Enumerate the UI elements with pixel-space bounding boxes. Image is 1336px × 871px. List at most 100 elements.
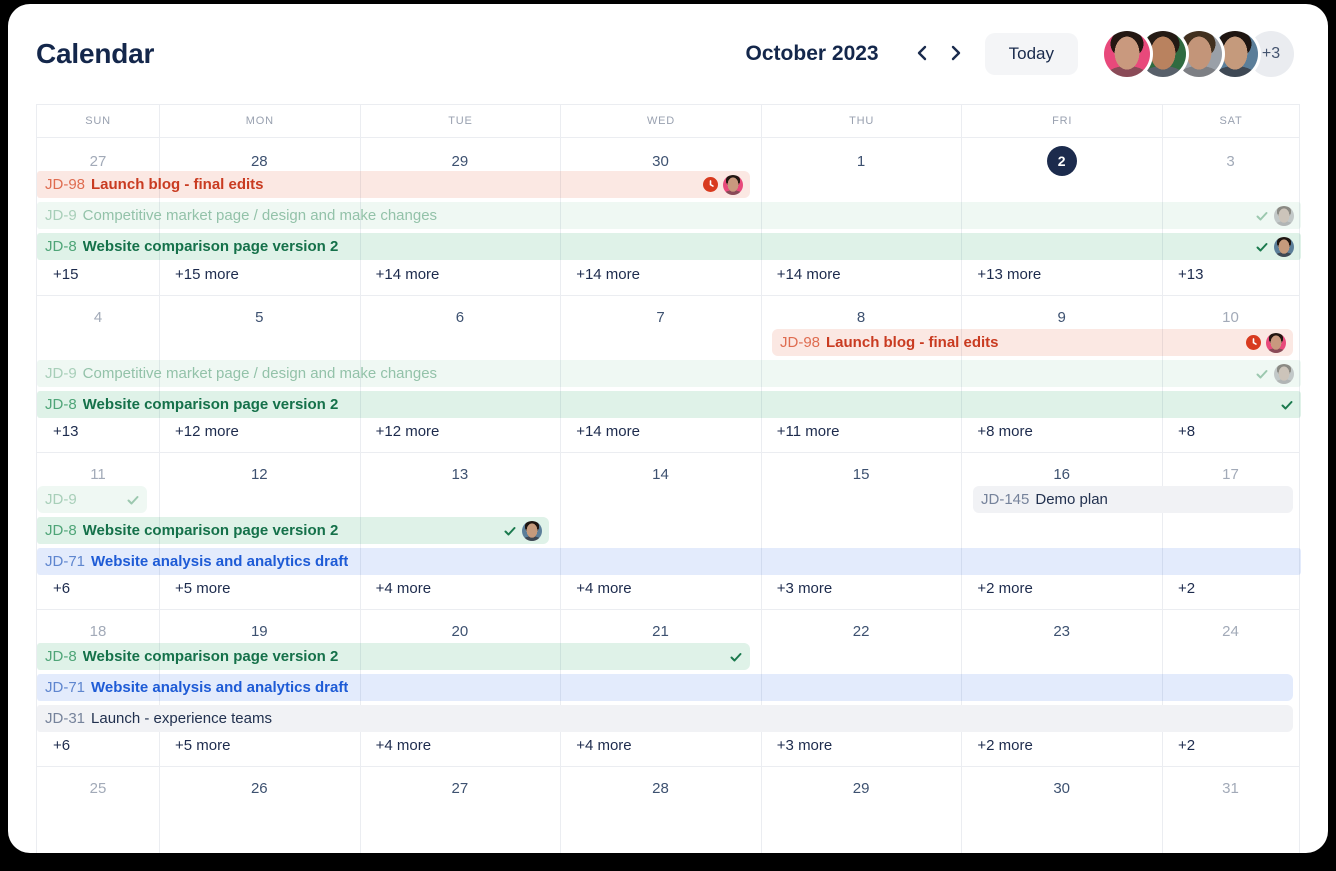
more-link[interactable]: +2 more: [977, 580, 1033, 597]
more-link[interactable]: +6: [53, 737, 71, 754]
day-cell[interactable]: [961, 138, 1162, 295]
date-cell[interactable]: 15: [761, 453, 962, 487]
date-cell[interactable]: 28: [560, 767, 761, 801]
date-cell[interactable]: 12: [159, 453, 360, 487]
date-cell[interactable]: 3: [1162, 138, 1299, 176]
day-cell[interactable]: [560, 138, 761, 295]
date-cell[interactable]: 23: [961, 610, 1162, 644]
more-link[interactable]: +2: [1178, 580, 1196, 597]
day-cell[interactable]: [760, 138, 962, 295]
more-link[interactable]: +4 more: [375, 580, 432, 597]
date-cell[interactable]: 18: [37, 610, 159, 644]
day-cell[interactable]: [1162, 138, 1299, 295]
more-link[interactable]: +14 more: [576, 423, 640, 440]
more-link[interactable]: +2 more: [977, 737, 1033, 754]
today-button[interactable]: Today: [984, 33, 1078, 75]
date-cell[interactable]: 27: [360, 767, 561, 801]
more-link[interactable]: +15 more: [175, 266, 239, 283]
more-link[interactable]: +3 more: [776, 580, 833, 597]
day-cell[interactable]: [159, 138, 360, 295]
day-cell[interactable]: [760, 296, 962, 452]
date-cell[interactable]: 7: [560, 296, 761, 330]
date-cell[interactable]: 21: [560, 610, 761, 644]
more-link[interactable]: +14 more: [776, 266, 841, 283]
day-cell[interactable]: [1162, 453, 1299, 609]
date-cell[interactable]: 29: [360, 138, 561, 176]
date-cell[interactable]: 1: [761, 138, 962, 176]
more-link[interactable]: +15: [53, 266, 79, 283]
date-cell[interactable]: 29: [761, 767, 962, 801]
more-link[interactable]: +13: [53, 423, 79, 440]
date-cell[interactable]: 16: [961, 453, 1162, 487]
event-bar-jd-98[interactable]: JD-98 Launch blog - final edits: [37, 171, 750, 198]
avatar-overflow-badge[interactable]: +3: [1248, 31, 1294, 77]
date-cell[interactable]: 10: [1162, 296, 1299, 330]
day-cell[interactable]: [359, 767, 561, 853]
event-bar-jd-31[interactable]: JD-31 Launch - experience teams: [37, 705, 1293, 732]
date-cell[interactable]: 20: [360, 610, 561, 644]
date-cell[interactable]: 30: [560, 138, 761, 176]
date-cell[interactable]: 27: [37, 138, 159, 176]
day-cell[interactable]: [359, 138, 561, 295]
date-cell[interactable]: 13: [360, 453, 561, 487]
day-cell[interactable]: [159, 296, 360, 452]
day-cell[interactable]: [760, 610, 962, 766]
event-bar-jd-9[interactable]: JD-9 Competitive market page / design and…: [37, 202, 1301, 229]
more-link[interactable]: +8: [1178, 423, 1196, 440]
date-cell[interactable]: 5: [159, 296, 360, 330]
event-bar-jd-9[interactable]: JD-9 Competitive market page / design and…: [37, 360, 1301, 387]
date-cell[interactable]: 17: [1162, 453, 1299, 487]
day-cell[interactable]: [159, 767, 360, 853]
more-link[interactable]: +6: [53, 580, 71, 597]
more-link[interactable]: +5 more: [175, 737, 231, 754]
more-link[interactable]: +3 more: [776, 737, 833, 754]
date-cell[interactable]: 30: [961, 767, 1162, 801]
more-link[interactable]: +11 more: [776, 423, 840, 440]
event-bar-jd-8[interactable]: JD-8 Website comparison page version 2: [37, 233, 1301, 260]
date-cell[interactable]: 19: [159, 610, 360, 644]
day-cell[interactable]: [359, 453, 561, 609]
event-bar-jd-98[interactable]: JD-98 Launch blog - final edits: [772, 329, 1293, 356]
date-cell[interactable]: 11: [37, 453, 159, 487]
day-cell[interactable]: [1162, 296, 1299, 452]
date-cell[interactable]: 14: [560, 453, 761, 487]
more-link[interactable]: +12 more: [375, 423, 440, 440]
prev-month-button[interactable]: [905, 37, 939, 71]
more-link[interactable]: +4 more: [576, 737, 632, 754]
date-cell[interactable]: 24: [1162, 610, 1299, 644]
avatar-1[interactable]: [1104, 31, 1150, 77]
more-link[interactable]: +12 more: [175, 423, 239, 440]
date-cell[interactable]: 8: [761, 296, 962, 330]
date-cell[interactable]: 4: [37, 296, 159, 330]
day-cell[interactable]: [760, 453, 962, 609]
more-link[interactable]: +13 more: [977, 266, 1042, 283]
more-link[interactable]: +8 more: [977, 423, 1033, 440]
more-link[interactable]: +4 more: [375, 737, 432, 754]
day-cell[interactable]: [961, 453, 1162, 609]
day-cell[interactable]: [961, 767, 1162, 853]
day-cell[interactable]: [560, 453, 761, 609]
day-cell[interactable]: [560, 296, 761, 452]
event-bar-jd-71[interactable]: JD-71 Website analysis and analytics draf…: [37, 674, 1293, 701]
more-link[interactable]: +5 more: [175, 580, 231, 597]
avatar-2[interactable]: [1140, 31, 1186, 77]
more-link[interactable]: +4 more: [576, 580, 632, 597]
date-cell[interactable]: 2: [961, 138, 1162, 176]
event-bar-jd-8[interactable]: JD-8 Website comparison page version 2: [37, 517, 549, 544]
day-cell[interactable]: [961, 296, 1162, 452]
date-cell[interactable]: 22: [761, 610, 962, 644]
date-cell[interactable]: 9: [961, 296, 1162, 330]
day-cell[interactable]: [159, 453, 360, 609]
date-cell[interactable]: 31: [1162, 767, 1299, 801]
more-link[interactable]: +14 more: [576, 266, 640, 283]
day-cell[interactable]: [560, 610, 761, 766]
day-cell[interactable]: [560, 767, 761, 853]
day-cell[interactable]: [1162, 610, 1299, 766]
day-cell[interactable]: [1162, 767, 1299, 853]
day-cell[interactable]: [359, 610, 561, 766]
more-link[interactable]: +14 more: [375, 266, 440, 283]
event-bar-jd-8[interactable]: JD-8 Website comparison page version 2: [37, 643, 750, 670]
event-bar-jd-145[interactable]: JD-145 Demo plan: [973, 486, 1293, 513]
next-month-button[interactable]: [939, 37, 973, 71]
date-cell[interactable]: 25: [37, 767, 159, 801]
